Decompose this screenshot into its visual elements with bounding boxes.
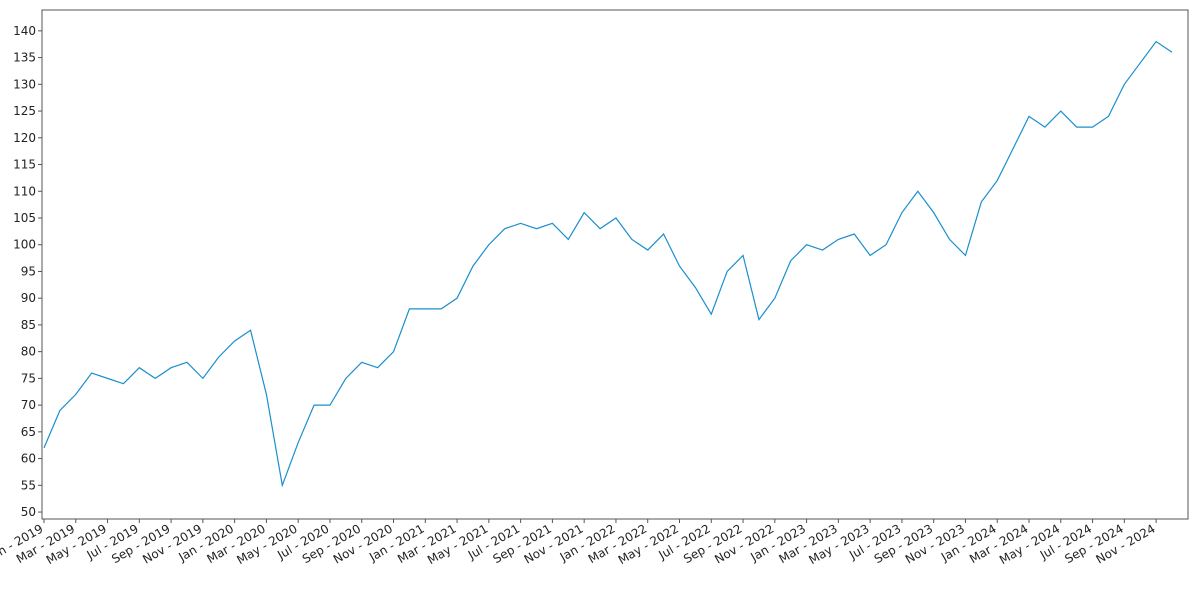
y-tick-label: 60 — [21, 452, 36, 466]
y-tick-label: 140 — [13, 24, 36, 38]
y-tick-label: 135 — [13, 51, 36, 65]
y-tick-label: 70 — [21, 398, 36, 412]
y-tick-label: 110 — [13, 184, 36, 198]
y-tick-label: 95 — [21, 264, 36, 278]
y-tick-label: 80 — [21, 345, 36, 359]
y-tick-label: 55 — [21, 478, 36, 492]
y-tick-label: 120 — [13, 131, 36, 145]
y-tick-label: 85 — [21, 318, 36, 332]
y-tick-label: 65 — [21, 425, 36, 439]
y-tick-label: 100 — [13, 238, 36, 252]
y-tick-label: 115 — [13, 158, 36, 172]
y-tick-label: 75 — [21, 371, 36, 385]
y-tick-label: 105 — [13, 211, 36, 225]
y-tick-label: 90 — [21, 291, 36, 305]
y-tick-label: 130 — [13, 77, 36, 91]
price-line — [43, 40, 1173, 488]
plot-frame — [41, 9, 1189, 520]
y-tick-label: 50 — [21, 505, 36, 519]
y-tick-label: 125 — [13, 104, 36, 118]
